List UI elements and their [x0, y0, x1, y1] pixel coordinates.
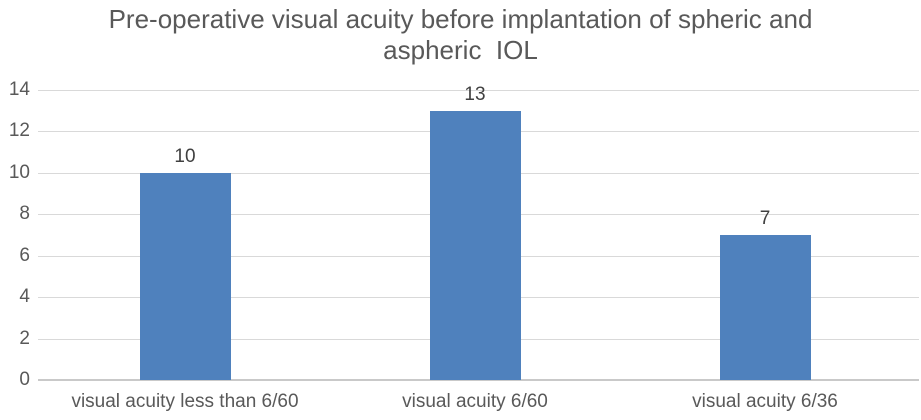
chart-title-line-2: aspheric IOL	[383, 35, 538, 65]
bar	[429, 110, 521, 380]
y-axis-tick-label: 4	[19, 286, 30, 308]
y-axis-tick-label: 6	[19, 244, 30, 266]
x-axis-category-label: visual acuity less than 6/60	[71, 391, 299, 412]
bar-value-label: 10	[174, 145, 196, 167]
bar-value-label: 7	[759, 208, 771, 229]
gridline	[38, 90, 919, 91]
y-axis-tick-label: 14	[8, 79, 30, 100]
y-axis-tick-label: 0	[19, 369, 30, 390]
x-axis-category-label: visual acuity 6/60	[402, 391, 548, 412]
y-axis-tick-label: 12	[8, 120, 30, 142]
y-axis-tick-label: 8	[19, 203, 30, 225]
x-axis-category-label: visual acuity 6/36	[692, 391, 838, 412]
chart-title: Pre-operative visual acuity before impla…	[0, 4, 921, 66]
y-axis-tick-label: 2	[19, 327, 30, 349]
chart-title-line-1: Pre-operative visual acuity before impla…	[108, 4, 813, 34]
bar-value-label: 13	[464, 83, 486, 105]
x-axis-line	[38, 379, 919, 381]
bar	[139, 172, 231, 380]
y-axis-tick-label: 10	[8, 161, 30, 183]
bar	[719, 235, 811, 380]
